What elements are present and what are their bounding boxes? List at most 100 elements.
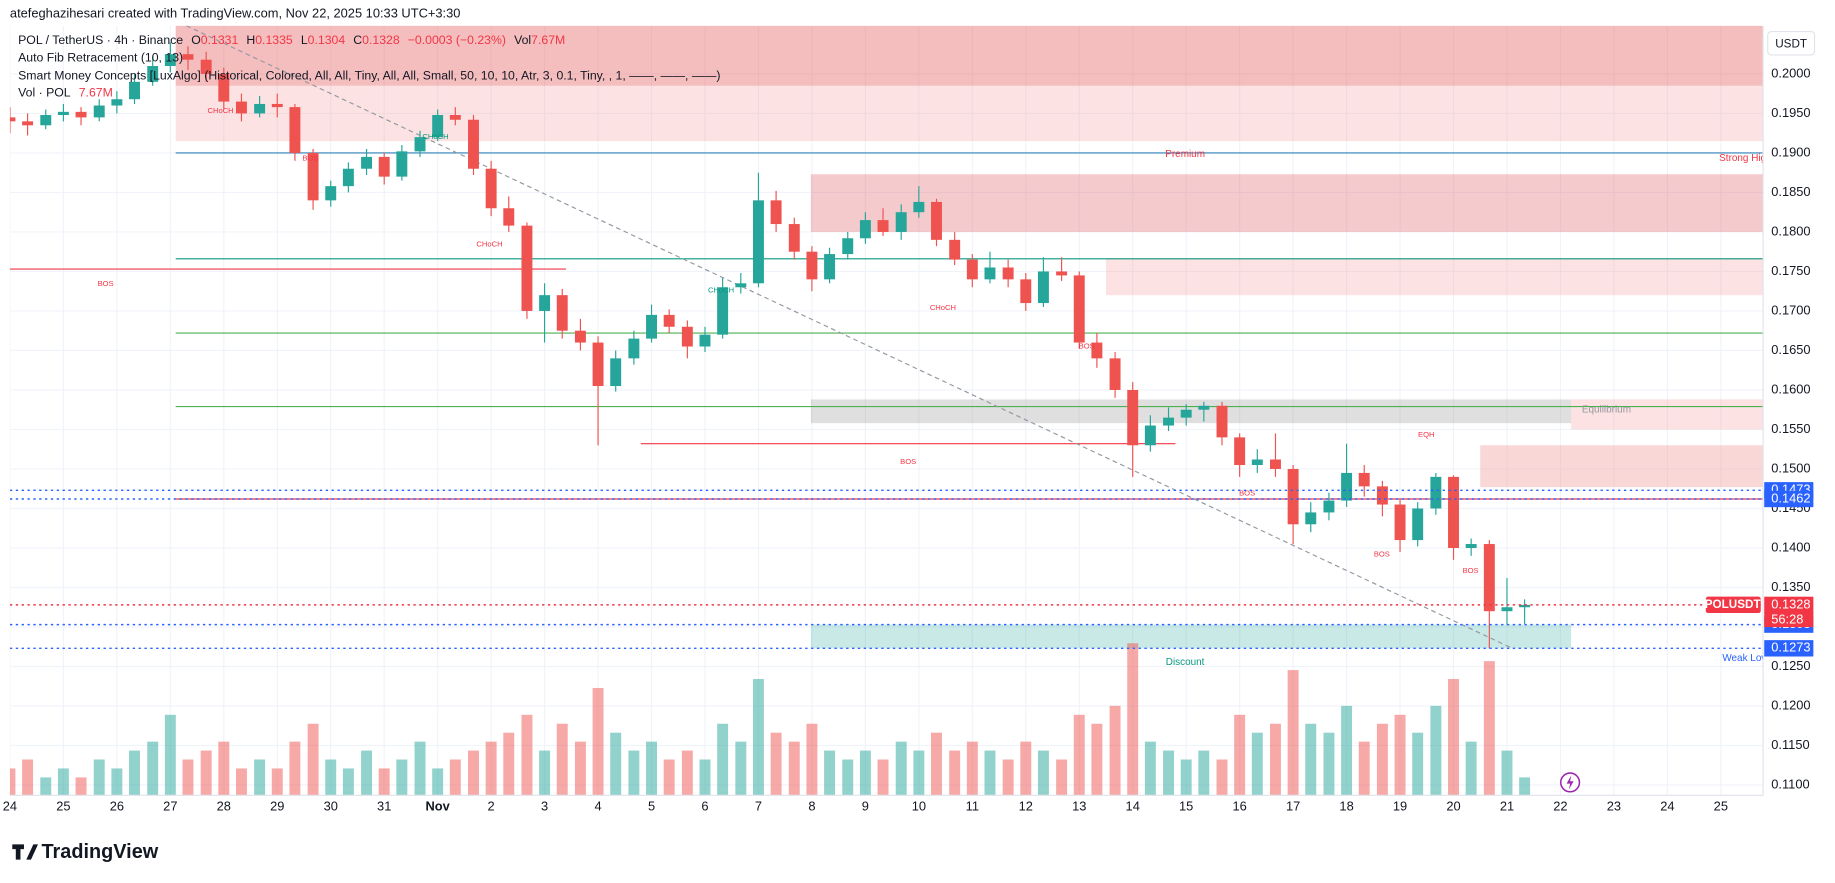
candle-body [289, 107, 301, 153]
countdown-box [1764, 611, 1814, 628]
volume-bar [200, 750, 212, 796]
volume-bar [164, 714, 176, 796]
x-tick-label: 7 [755, 798, 762, 813]
currency[interactable]: USDT [1775, 38, 1807, 51]
candle-body [895, 212, 907, 232]
volume-value: 7.67M [79, 86, 113, 100]
candle-body [556, 295, 568, 331]
symbol-tag: POLUSDT [1705, 598, 1762, 611]
candle-body [966, 259, 978, 280]
legend-c-label: C [353, 33, 362, 47]
annotation: BOS [1239, 488, 1255, 497]
volume-bar [1091, 723, 1103, 796]
candle-body [877, 220, 889, 232]
candle-body [646, 314, 657, 339]
volume-bar [218, 741, 230, 796]
volume-bar [1180, 759, 1192, 796]
legend-main: POL / TetherUS · 4h · Binance O0.1331 H0… [18, 33, 565, 47]
candle-body [1144, 425, 1156, 446]
x-tick-label: 29 [270, 798, 284, 813]
candle-body [1127, 389, 1139, 446]
volume-bar [984, 750, 996, 796]
legend-l-label: L [301, 33, 308, 47]
candle-body [164, 54, 176, 67]
annotation: CHoCH [208, 106, 234, 115]
candle-body [788, 224, 800, 252]
price-label: 0.1273 [1771, 640, 1810, 655]
candle-body [75, 111, 87, 118]
candle-body [9, 117, 16, 122]
volume-bar [235, 768, 247, 796]
zone [1105, 258, 1764, 296]
volume-bar [556, 723, 568, 796]
y-tick-label: 0.1350 [1771, 579, 1810, 594]
volume-bar [1144, 741, 1156, 796]
legend-l: 0.1304 [308, 33, 346, 47]
candle-body [610, 358, 622, 387]
candle-body [1358, 472, 1370, 487]
x-tick-label: 25 [1714, 798, 1728, 813]
candle-body [681, 326, 693, 347]
currency-button[interactable] [1767, 30, 1816, 56]
brand: TradingView [42, 841, 159, 863]
x-tick-label: Nov [426, 798, 451, 813]
volume-bar [628, 750, 640, 796]
legend-change: −0.0003 (−0.23%) [408, 33, 506, 47]
candle-body [468, 119, 479, 169]
annotation: CHoCH [422, 132, 448, 141]
legend-vol: 7.67M [531, 33, 565, 47]
candle-body [271, 103, 283, 108]
price-label: 0.1328 [1771, 596, 1810, 611]
x-tick-label: 24 [3, 798, 17, 813]
annotation: BOS [900, 457, 916, 466]
volume-bar [1430, 705, 1442, 796]
volume-bar [824, 750, 836, 796]
candle-body [949, 239, 961, 260]
candle-body [1091, 342, 1103, 359]
y-tick-label: 0.1900 [1771, 144, 1810, 159]
candle-body [325, 186, 337, 201]
candle-body [1163, 417, 1175, 426]
volume-bar [539, 750, 551, 796]
candle-body [1430, 476, 1442, 509]
y-tick-label: 0.1250 [1771, 658, 1810, 673]
volume-bar [1287, 670, 1299, 796]
candle-body [1323, 500, 1335, 513]
legend-c: 0.1328 [362, 33, 400, 47]
volume-bar [468, 750, 479, 796]
legend-o: 0.1331 [201, 33, 239, 47]
candle-body [1501, 607, 1513, 612]
candle-body [1020, 279, 1032, 304]
volume-bar [1198, 750, 1210, 796]
volume-bar [913, 750, 925, 796]
volume-bar [1163, 750, 1175, 796]
zone [810, 174, 1764, 232]
candle-body [1073, 275, 1085, 343]
x-tick-label: 10 [912, 798, 926, 813]
brand-logo: TradingView [12, 841, 159, 863]
candle-body [93, 105, 105, 118]
volume-bar [1323, 732, 1335, 796]
candle-body [503, 208, 515, 226]
candle-body [1341, 472, 1353, 501]
volume-bar [9, 768, 16, 796]
volume-bar [592, 687, 604, 796]
candle-body [235, 101, 247, 114]
volume-legend: Vol · POL 7.67M [18, 86, 113, 100]
volume-bar [877, 759, 889, 796]
x-tick-label: 2 [488, 798, 495, 813]
candle-body [432, 115, 444, 138]
zone [175, 25, 1764, 86]
candle-body [307, 152, 319, 201]
candle-body [628, 338, 640, 359]
x-tick-label: 16 [1232, 798, 1246, 813]
candle-body [111, 99, 123, 106]
y-tick-label: 0.1750 [1771, 263, 1810, 278]
y-tick-label: 0.1550 [1771, 421, 1810, 436]
candle-body [1251, 459, 1263, 466]
x-tick-label: 24 [1660, 798, 1674, 813]
volume-bar [859, 750, 871, 796]
volume-bar [1483, 661, 1495, 796]
